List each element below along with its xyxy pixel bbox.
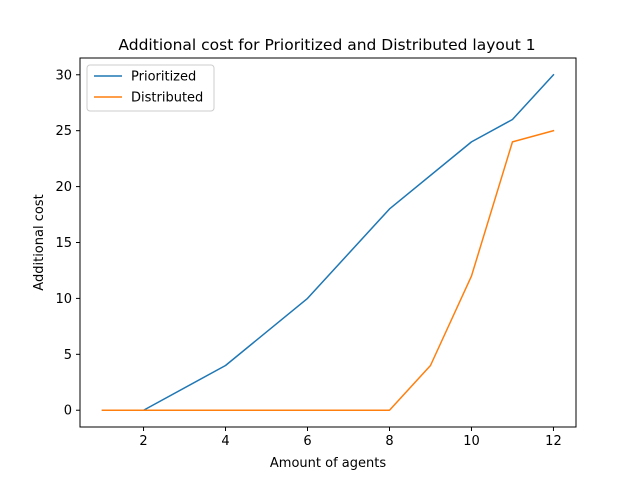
chart-title: Additional cost for Prioritized and Dist… xyxy=(118,36,535,54)
series-line-distributed xyxy=(101,129,555,411)
y-tick-label: 15 xyxy=(55,236,72,251)
y-tick-label: 10 xyxy=(55,292,72,307)
legend-label-prioritized: Prioritized xyxy=(131,70,196,85)
x-axis-ticks: 2 4 6 8 10 12 xyxy=(139,427,562,449)
legend-label-distributed: Distributed xyxy=(131,91,203,106)
x-tick-label: 10 xyxy=(463,434,480,449)
x-tick-label: 6 xyxy=(303,434,311,449)
y-tick-label: 0 xyxy=(64,404,72,419)
x-tick-label: 8 xyxy=(385,434,393,449)
legend: Prioritized Distributed xyxy=(86,64,215,112)
y-tick-label: 20 xyxy=(55,180,72,195)
y-tick-label: 30 xyxy=(55,68,72,83)
y-tick-label: 25 xyxy=(55,124,72,139)
x-tick-label: 2 xyxy=(139,434,147,449)
x-axis-label: Amount of agents xyxy=(270,456,386,471)
y-axis-ticks: 0 5 10 15 20 25 30 xyxy=(55,68,80,419)
y-tick-label: 5 xyxy=(64,348,72,363)
series-line-prioritized xyxy=(101,73,555,411)
x-tick-label: 12 xyxy=(545,434,562,449)
y-axis-label: Additional cost xyxy=(32,194,47,290)
x-tick-label: 4 xyxy=(221,434,229,449)
series-layer xyxy=(101,73,555,411)
